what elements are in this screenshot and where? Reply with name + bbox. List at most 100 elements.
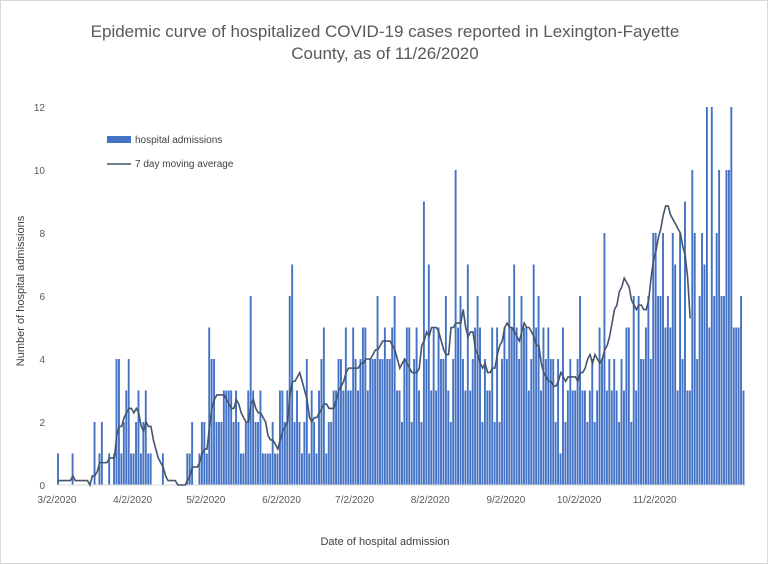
bar — [664, 327, 667, 485]
bar — [708, 327, 711, 485]
bar — [127, 359, 130, 485]
x-tick-label: 10/2/2020 — [557, 495, 602, 506]
bar — [461, 359, 464, 485]
y-tick-label: 4 — [39, 355, 45, 366]
bar — [393, 296, 396, 485]
bar — [115, 359, 118, 485]
bar — [186, 453, 189, 485]
bar — [71, 453, 74, 485]
bar — [322, 327, 325, 485]
bar — [527, 390, 530, 485]
bar — [488, 390, 491, 485]
bar — [366, 390, 369, 485]
bar — [274, 453, 277, 485]
bar — [237, 422, 240, 485]
bar — [642, 359, 645, 485]
bar — [225, 390, 228, 485]
bar — [591, 359, 594, 485]
bar — [281, 390, 284, 485]
legend-label-line: 7 day moving average — [135, 159, 234, 170]
bar — [483, 359, 486, 485]
bar — [564, 422, 567, 485]
bar — [525, 327, 528, 485]
bar — [354, 359, 357, 485]
bar — [715, 233, 718, 485]
bar — [318, 390, 320, 485]
bar — [257, 422, 259, 485]
bar — [452, 359, 455, 485]
bar — [303, 422, 306, 485]
bar — [508, 296, 511, 485]
bar — [518, 359, 521, 485]
bar — [718, 170, 721, 485]
bar — [440, 359, 442, 485]
bar — [347, 390, 350, 485]
bar — [313, 422, 316, 485]
bar — [586, 422, 589, 485]
bar — [593, 422, 596, 485]
bar — [588, 390, 591, 485]
bar — [130, 453, 133, 485]
bar — [505, 359, 508, 485]
x-axis-label: Date of hospital admission — [320, 536, 450, 548]
bar — [632, 296, 635, 485]
bar — [554, 422, 557, 485]
bar — [266, 453, 269, 485]
bar — [93, 422, 96, 485]
bar — [559, 453, 562, 485]
bar — [457, 327, 460, 485]
bar — [464, 390, 467, 485]
bar — [501, 359, 503, 485]
bar — [537, 296, 540, 485]
bar — [552, 359, 555, 485]
x-tick-label: 3/2/2020 — [38, 495, 77, 506]
bar — [205, 453, 208, 485]
bar — [737, 327, 740, 485]
bar — [261, 453, 264, 485]
bar — [674, 264, 677, 485]
bar — [239, 453, 242, 485]
bar — [605, 390, 608, 485]
bar — [57, 453, 59, 485]
legend-label-bars: hospital admissions — [135, 135, 222, 146]
bar — [447, 390, 450, 485]
bar — [644, 327, 647, 485]
bar — [235, 390, 237, 485]
bar — [627, 327, 630, 485]
bar — [291, 264, 294, 485]
bar — [242, 453, 245, 485]
bar — [208, 327, 211, 485]
bar — [139, 453, 142, 485]
bar — [408, 327, 411, 485]
bar — [144, 390, 147, 485]
bar — [740, 296, 743, 485]
bar — [688, 390, 691, 485]
bar — [369, 359, 372, 485]
bar — [288, 296, 291, 485]
bar — [298, 422, 301, 485]
bar — [540, 390, 542, 485]
bar — [264, 453, 267, 485]
bar — [344, 327, 347, 485]
bar — [386, 359, 389, 485]
bar — [283, 422, 286, 485]
bar — [286, 390, 289, 485]
bar — [418, 390, 420, 485]
bar — [676, 390, 679, 485]
bar — [371, 359, 374, 485]
bar — [454, 170, 457, 485]
chart-title-line-2: County, as of 11/26/2020 — [291, 44, 479, 63]
bar — [662, 233, 664, 485]
bar — [735, 327, 738, 485]
y-tick-label: 0 — [39, 481, 45, 492]
bar — [330, 422, 333, 485]
bar — [161, 453, 164, 485]
bar — [305, 359, 308, 485]
bar — [269, 453, 272, 485]
bar — [327, 422, 330, 485]
bar — [335, 390, 338, 485]
bar — [698, 296, 701, 485]
bar — [310, 390, 313, 485]
bar — [693, 233, 696, 485]
bar — [315, 453, 318, 485]
